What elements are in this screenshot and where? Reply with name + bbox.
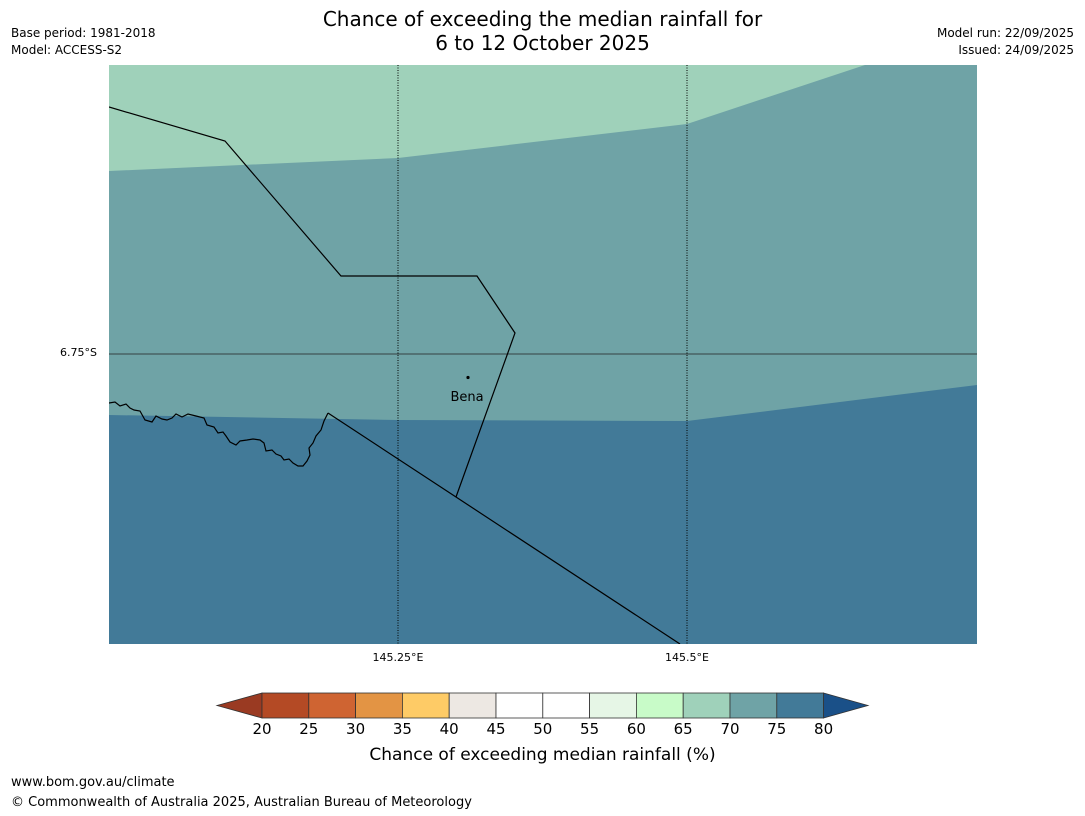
meta-right: Model run: 22/09/2025 Issued: 24/09/2025 [937, 25, 1074, 59]
latitude-label: 6.75°S [60, 346, 97, 359]
colorbar-bin-40-45 [448, 692, 497, 719]
footer-website: www.bom.gov.au/climate [11, 775, 175, 790]
colorbar: 20 25 30 35 40 45 50 55 60 65 70 75 80 [215, 692, 870, 738]
map-plot-area [109, 65, 977, 644]
title-line-1: Chance of exceeding the median rainfall … [322, 7, 763, 31]
colorbar-tick-label: 75 [767, 720, 786, 738]
colorbar-bin-50-55 [542, 692, 590, 719]
model-run: Model run: 22/09/2025 [936, 26, 1074, 40]
colorbar-tick-label: 70 [720, 720, 739, 738]
footer-copyright: © Commonwealth of Australia 2025, Austra… [11, 795, 472, 810]
province-boundary-south [327, 412, 681, 644]
colorbar-bin-75-80 [776, 692, 824, 719]
colorbar-bin-30-35 [355, 692, 403, 719]
coastline [109, 401, 329, 467]
colorbar-tick-label: 55 [580, 720, 599, 738]
colorbar-bin-25-30 [308, 692, 356, 719]
colorbar-tick-label: 20 [252, 720, 271, 738]
colorbar-tick-label: 30 [346, 720, 365, 738]
issued-date: Issued: 24/09/2025 [958, 43, 1074, 57]
zone-75-80 [109, 385, 977, 644]
zone-65-70 [109, 65, 865, 171]
colorbar-extend-low [215, 692, 263, 719]
colorbar-bin-55-60 [589, 692, 637, 719]
colorbar-bin-35-40 [401, 692, 450, 719]
longitude-label-145-5: 145.5°E [665, 651, 709, 664]
colorbar-tick-label: 65 [674, 720, 693, 738]
title-line-2: 6 to 12 October 2025 [435, 31, 650, 55]
colorbar-tick-label: 60 [627, 720, 646, 738]
province-boundary [109, 106, 516, 498]
colorbar-bin-70-75 [729, 692, 778, 719]
colorbar-bin-45-50 [495, 692, 544, 719]
colorbar-tick-label: 80 [814, 720, 833, 738]
colorbar-tick-label: 35 [393, 720, 412, 738]
colorbar-bin-20-25 [261, 692, 310, 719]
colorbar-tick-label: 40 [440, 720, 459, 738]
place-label-bena: Bena [450, 390, 483, 405]
meta-left: Base period: 1981-2018 Model: ACCESS-S2 [11, 25, 156, 59]
colorbar-title: Chance of exceeding median rainfall (%) [369, 745, 716, 765]
colorbar-extend-high [823, 692, 870, 719]
model-name: Model: ACCESS-S2 [11, 43, 123, 57]
colorbar-bin-60-65 [636, 692, 684, 719]
colorbar-tick-label: 45 [486, 720, 505, 738]
bena-marker [466, 375, 470, 380]
map-title: Chance of exceeding the median rainfall … [0, 7, 1085, 55]
longitude-label-145-25: 145.25°E [372, 651, 424, 664]
colorbar-bin-65-70 [682, 692, 731, 719]
base-period: Base period: 1981-2018 [11, 26, 156, 40]
colorbar-tick-label: 25 [299, 720, 318, 738]
colorbar-tick-label: 50 [533, 720, 552, 738]
